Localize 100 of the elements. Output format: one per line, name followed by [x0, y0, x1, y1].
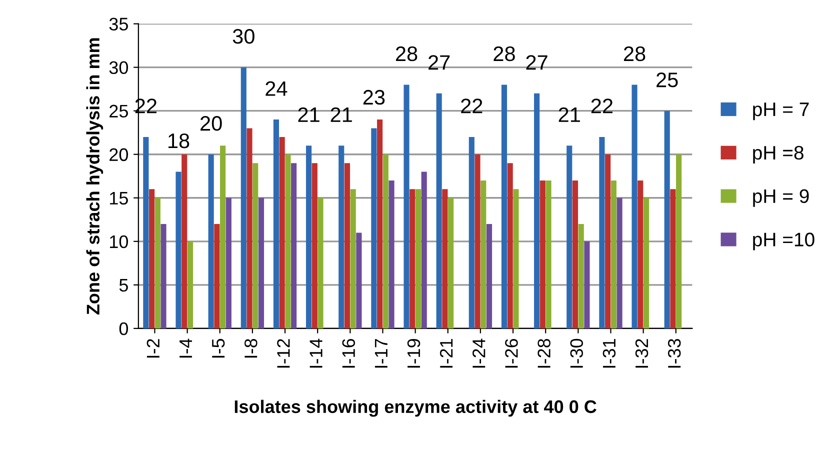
data-label: 18 — [168, 133, 190, 148]
x-tick-label: I-14 — [310, 338, 322, 368]
data-label: 22 — [591, 98, 612, 114]
x-tick-label: I-30 — [570, 338, 584, 368]
legend-label: pH =8 — [753, 146, 804, 164]
y-tick-label: 10 — [110, 235, 128, 248]
data-label: 21 — [558, 107, 580, 122]
bar — [306, 146, 312, 328]
bar — [676, 154, 682, 328]
bar — [226, 198, 232, 328]
bar — [534, 93, 540, 328]
bar — [474, 154, 480, 328]
bar — [356, 232, 362, 328]
bar — [371, 128, 377, 328]
bar — [214, 224, 220, 328]
x-tick-label: I-2 — [146, 339, 160, 358]
bar — [410, 189, 416, 328]
bar — [507, 163, 513, 328]
data-label: 27 — [428, 55, 450, 70]
data-label: 24 — [266, 81, 288, 96]
bar — [415, 189, 422, 328]
bar — [664, 110, 670, 328]
bar — [208, 154, 214, 328]
legend-label: pH =10 — [753, 232, 814, 250]
bar — [421, 172, 427, 328]
y-tick-label: 30 — [109, 61, 128, 74]
x-tick-label: I-31 — [602, 339, 616, 368]
data-label: 21 — [298, 107, 320, 122]
data-label: 20 — [200, 116, 222, 131]
y-tick-label: 25 — [110, 104, 128, 118]
bar — [338, 146, 344, 328]
y-tick-label: 5 — [119, 279, 128, 292]
data-label: 27 — [526, 55, 548, 70]
data-label: 28 — [396, 46, 418, 62]
y-tick-label: 20 — [110, 148, 128, 162]
data-label: 23 — [363, 90, 385, 105]
x-tick-label: I-8 — [244, 338, 258, 358]
x-tick-label: I-32 — [635, 339, 648, 368]
x-tick-label: I-17 — [374, 339, 388, 368]
bar — [246, 128, 252, 328]
bar — [160, 224, 166, 328]
bar — [578, 224, 584, 328]
x-tick-label: I-33 — [668, 338, 681, 368]
bar — [610, 180, 616, 328]
bar — [480, 180, 486, 328]
x-tick-label: I-5 — [212, 338, 225, 358]
x-tick-label: I-24 — [472, 338, 486, 368]
bar — [344, 163, 350, 328]
bar — [388, 180, 394, 328]
bar — [448, 198, 454, 328]
bar — [643, 198, 650, 328]
data-label: 28 — [624, 46, 646, 62]
bar — [258, 198, 264, 328]
bar — [468, 136, 474, 328]
data-label: 28 — [494, 46, 515, 62]
x-tick-label: I-21 — [440, 339, 453, 368]
bar — [442, 189, 448, 328]
bar — [285, 154, 291, 328]
bar — [486, 224, 492, 328]
x-tick-label: I-4 — [180, 338, 192, 358]
data-label: 30 — [232, 29, 254, 44]
bar — [382, 154, 388, 328]
bar — [377, 120, 383, 328]
bar — [605, 154, 611, 328]
bar — [616, 198, 622, 328]
y-axis-title: Zone of strach hydrolysis in mm — [86, 38, 104, 315]
x-tick-label: I-16 — [342, 338, 356, 368]
bar — [350, 189, 356, 328]
data-label: 25 — [656, 72, 678, 88]
bar — [312, 163, 318, 328]
bar — [149, 189, 155, 328]
bar — [638, 180, 644, 328]
bar — [540, 180, 546, 328]
y-tick-label: 0 — [119, 322, 128, 336]
bar — [291, 163, 297, 328]
bar — [501, 84, 508, 328]
bar — [318, 198, 324, 328]
bar — [240, 67, 246, 328]
data-label: 22 — [461, 98, 482, 114]
bar — [182, 154, 188, 328]
y-tick-label: 35 — [109, 18, 128, 31]
bar — [632, 84, 638, 328]
bar — [273, 120, 280, 328]
bar — [599, 136, 605, 328]
bar — [572, 180, 578, 328]
bar — [220, 146, 226, 328]
x-tick-label: I-19 — [407, 339, 420, 368]
y-tick-label: 15 — [110, 192, 128, 205]
bar — [252, 163, 258, 328]
bar — [584, 241, 590, 328]
bar — [154, 198, 160, 328]
bar — [404, 84, 410, 328]
x-tick-label: I-12 — [277, 339, 290, 368]
x-tick-label: I-26 — [505, 338, 518, 368]
data-label: 21 — [330, 107, 352, 122]
legend-label: pH = 7 — [753, 102, 809, 120]
bar — [143, 136, 149, 328]
bar — [187, 241, 194, 328]
bar — [436, 93, 442, 328]
bar — [566, 146, 572, 328]
